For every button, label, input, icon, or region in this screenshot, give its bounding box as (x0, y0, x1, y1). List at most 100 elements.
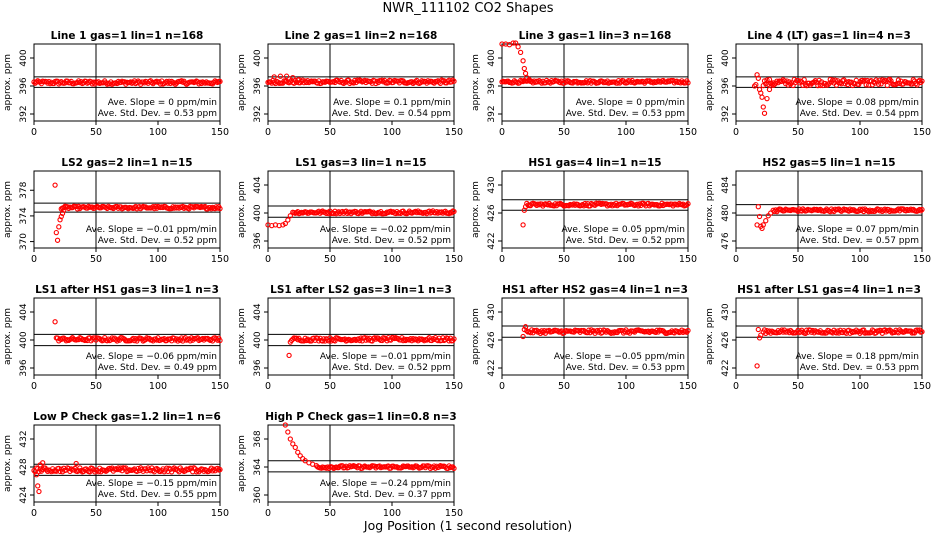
data-point (151, 469, 157, 475)
std-dev-annotation: Ave. Std. Dev. = 0.52 ppm (332, 236, 451, 246)
panel-10: LS1 after LS2 gas=3 lin=1 n=3 approx. ppm… (237, 284, 463, 392)
y-axis-label: approx. ppm (3, 54, 13, 111)
panel-title: HS1 after HS2 gas=4 lin=1 n=3 (502, 284, 688, 296)
y-axis-label: approx. ppm (471, 54, 481, 111)
slope-annotation: Ave. Slope = −0.02 ppm/min (320, 225, 451, 235)
y-tick-label: 480 (721, 204, 731, 221)
y-axis-label: approx. ppm (471, 181, 481, 238)
data-point (282, 422, 289, 428)
data-point (520, 222, 526, 228)
data-point (52, 182, 58, 188)
panel-title: Line 2 gas=1 lin=2 n=168 (285, 30, 438, 42)
panel-title: HS1 after LS1 gas=4 lin=1 n=3 (737, 284, 921, 296)
data-point (522, 70, 529, 77)
data-point (781, 78, 788, 84)
data-point (214, 79, 221, 86)
panel-title: Line 3 gas=1 lin=3 n=168 (519, 30, 672, 42)
data-point (290, 441, 296, 447)
plot-frame (735, 297, 923, 376)
data-point (287, 436, 293, 442)
slope-annotation: Ave. Slope = 0.18 ppm/min (795, 352, 919, 362)
data-point (919, 78, 925, 84)
x-tick-label: 150 (211, 508, 229, 519)
x-tick-label: 150 (913, 381, 931, 392)
data-point (35, 483, 41, 489)
data-point (785, 82, 791, 88)
data-point (350, 80, 357, 86)
x-tick-label: 50 (324, 508, 336, 519)
data-point (888, 78, 894, 84)
x-tick-label: 50 (792, 127, 804, 138)
data-point (685, 80, 691, 86)
x-tick-label: 100 (149, 508, 167, 519)
slope-annotation: Ave. Slope = −0.06 ppm/min (86, 352, 217, 362)
y-tick-label: 396 (721, 77, 731, 94)
y-axis-label: approx. ppm (705, 181, 715, 238)
x-tick-label: 150 (445, 381, 463, 392)
figure-title: NWR_111102 CO2 Shapes (382, 1, 554, 16)
plot-frame (735, 43, 923, 122)
y-tick-label: 426 (487, 331, 497, 348)
std-dev-annotation: Ave. Std. Dev. = 0.57 ppm (800, 236, 919, 246)
x-tick-label: 50 (558, 381, 570, 392)
x-tick-label: 50 (558, 127, 570, 138)
data-point (287, 213, 293, 219)
x-tick-label: 50 (792, 381, 804, 392)
y-tick-label: 400 (253, 49, 263, 66)
y-tick-label: 396 (19, 77, 29, 94)
data-point (763, 218, 769, 224)
data-point (515, 44, 521, 50)
y-axis-label: approx. ppm (237, 54, 247, 111)
data-point (685, 327, 691, 334)
data-point (761, 110, 768, 116)
data-point (285, 429, 291, 435)
slope-annotation: Ave. Slope = −0.24 ppm/min (320, 479, 451, 489)
slope-annotation: Ave. Slope = 0.07 ppm/min (795, 225, 919, 235)
plot-frame (501, 170, 689, 249)
x-tick-label: 0 (31, 127, 37, 138)
panel-title: HS1 gas=4 lin=1 n=15 (528, 157, 661, 169)
data-point (53, 229, 59, 236)
slope-annotation: Ave. Slope = −0.01 ppm/min (320, 352, 451, 362)
std-dev-annotation: Ave. Std. Dev. = 0.53 ppm (800, 363, 919, 373)
y-tick-label: 374 (19, 207, 29, 224)
data-point (520, 58, 526, 64)
data-point (756, 335, 763, 341)
x-tick-label: 150 (445, 127, 463, 138)
data-point (832, 77, 838, 83)
x-tick-label: 0 (265, 508, 271, 519)
data-point (217, 337, 223, 344)
x-tick-label: 100 (149, 381, 167, 392)
y-tick-label: 392 (487, 105, 497, 122)
y-tick-label: 368 (253, 430, 263, 447)
data-point (766, 86, 773, 93)
x-tick-label: 100 (383, 508, 401, 519)
data-point (755, 75, 761, 81)
data-point (134, 468, 140, 475)
y-tick-label: 360 (253, 486, 263, 503)
plot-frame (267, 424, 455, 503)
data-point (753, 81, 759, 88)
data-point (510, 40, 516, 46)
panel-4: Line 4 (LT) gas=1 lin=4 n=3 approx. ppm 0 5… (705, 30, 931, 138)
data-point (319, 208, 326, 214)
y-tick-label: 422 (487, 232, 497, 249)
data-point (754, 363, 760, 369)
data-point (450, 77, 456, 83)
data-point (451, 336, 457, 342)
data-point (760, 104, 766, 110)
data-point (609, 203, 616, 209)
y-tick-label: 396 (253, 359, 263, 376)
data-point (314, 335, 321, 341)
data-point (811, 79, 817, 85)
panel-13: Low P Check gas=1.2 lin=1 n=6 approx. ppm… (3, 411, 229, 519)
data-point (72, 465, 78, 472)
x-tick-label: 0 (265, 381, 271, 392)
x-tick-label: 50 (324, 127, 336, 138)
data-point (517, 49, 524, 56)
data-point (859, 77, 866, 84)
data-point (300, 77, 306, 83)
data-point (36, 468, 42, 475)
data-point (295, 449, 301, 455)
panel-14: High P Check gas=1 lin=0.8 n=3 approx. pp… (237, 411, 463, 519)
